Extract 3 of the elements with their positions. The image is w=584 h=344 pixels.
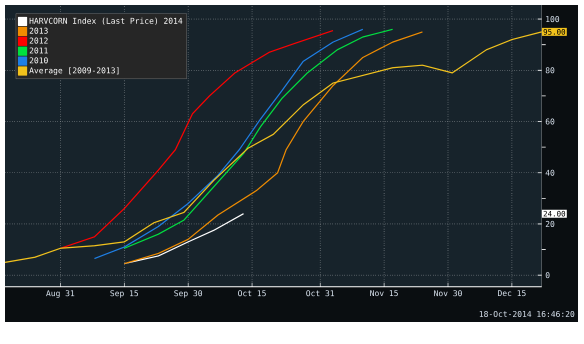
line-series [124, 28, 394, 249]
line-series [124, 213, 244, 264]
line-series [124, 31, 424, 264]
